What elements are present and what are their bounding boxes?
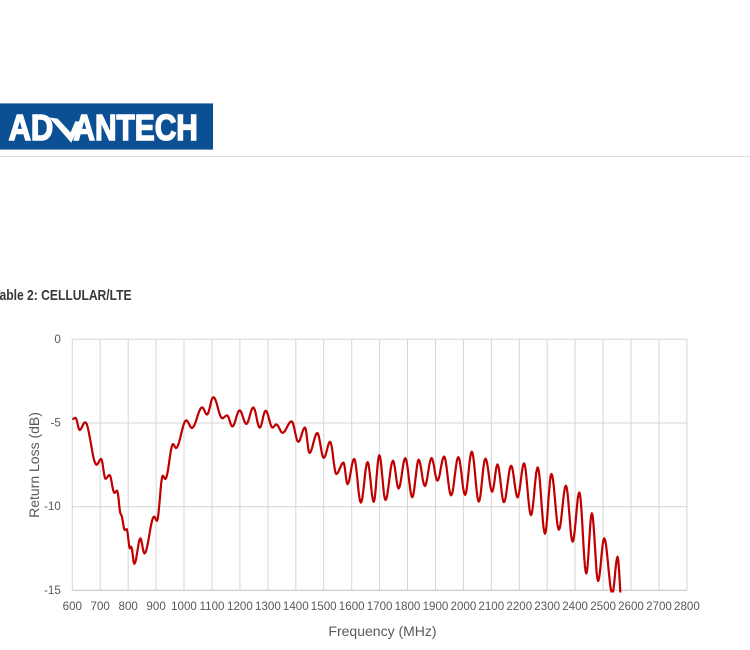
svg-text:2700: 2700	[646, 600, 672, 613]
svg-text:-5: -5	[50, 417, 60, 430]
svg-text:1600: 1600	[339, 600, 365, 613]
svg-text:ANTECH: ANTECH	[73, 108, 197, 148]
svg-text:1700: 1700	[367, 600, 393, 613]
svg-text:1500: 1500	[311, 600, 337, 613]
svg-text:600: 600	[63, 600, 82, 613]
svg-text:2600: 2600	[618, 600, 644, 613]
svg-text:2800: 2800	[674, 600, 700, 613]
svg-text:1100: 1100	[200, 600, 225, 613]
svg-text:1200: 1200	[227, 600, 253, 613]
svg-text:1800: 1800	[395, 600, 421, 613]
svg-text:2100: 2100	[478, 600, 504, 613]
svg-text:1400: 1400	[283, 600, 309, 613]
svg-text:1000: 1000	[171, 600, 197, 613]
svg-text:2200: 2200	[506, 600, 532, 613]
svg-text:2300: 2300	[534, 600, 560, 613]
svg-text:2500: 2500	[590, 600, 616, 613]
svg-text:1300: 1300	[255, 600, 281, 613]
svg-text:0: 0	[54, 333, 60, 346]
svg-text:-10: -10	[44, 500, 61, 513]
svg-text:-15: -15	[44, 584, 61, 597]
svg-text:1900: 1900	[423, 600, 449, 613]
svg-text:Return Loss (dB): Return Loss (dB)	[26, 412, 42, 518]
svg-text:AD: AD	[9, 109, 54, 149]
svg-text:900: 900	[146, 600, 165, 613]
svg-text:800: 800	[119, 600, 138, 613]
svg-text:Frequency (MHz): Frequency (MHz)	[328, 623, 436, 639]
svg-text:700: 700	[91, 600, 110, 613]
svg-text:2000: 2000	[451, 600, 477, 613]
svg-text:2400: 2400	[562, 600, 588, 613]
